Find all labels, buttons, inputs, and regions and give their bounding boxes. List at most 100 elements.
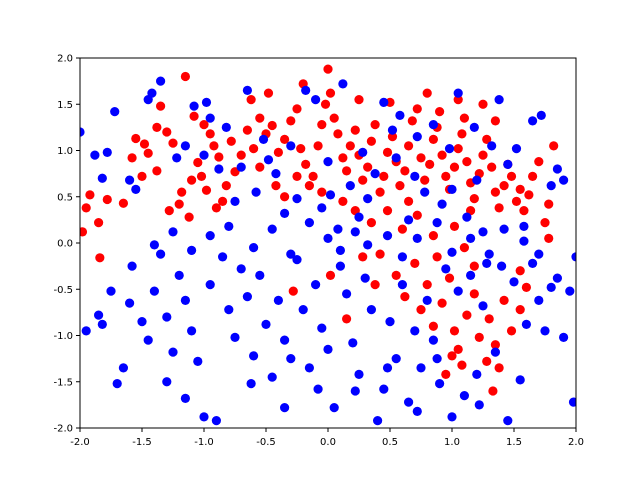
series-1-point: [428, 120, 438, 130]
series-0-point: [168, 138, 178, 148]
series-0-point: [515, 266, 525, 276]
series-0-point: [506, 171, 517, 181]
series-1-point: [559, 332, 569, 342]
series-0-point: [478, 150, 488, 160]
series-0-point: [375, 249, 385, 259]
series-0-point: [544, 199, 554, 209]
series-0-point: [387, 132, 398, 142]
series-0-point: [85, 190, 95, 200]
series-0-point: [280, 134, 290, 144]
series-1-point: [546, 181, 556, 191]
series-1-point: [292, 255, 302, 265]
x-tick-label: -1.0: [194, 437, 214, 448]
series-1-point: [193, 356, 203, 366]
series-0-point: [549, 141, 559, 151]
series-1-point: [236, 162, 246, 172]
series-1-point: [335, 261, 345, 271]
series-0-point: [174, 199, 184, 209]
series-0-point: [292, 104, 302, 114]
series-1-point: [382, 231, 393, 241]
series-1-point: [199, 150, 209, 160]
series-1-point: [354, 369, 364, 379]
series-0-point: [317, 187, 327, 197]
series-1-point: [379, 97, 389, 107]
series-0-point: [242, 125, 252, 135]
series-1-point: [515, 375, 525, 385]
y-tick-label: 0.5: [57, 192, 73, 203]
series-1-point: [534, 249, 544, 259]
series-0-point: [94, 218, 104, 228]
series-0-point: [199, 120, 209, 130]
y-tick-label: 2.0: [57, 54, 73, 65]
series-0-point: [494, 363, 504, 373]
series-0-point: [515, 184, 525, 194]
series-0-point: [280, 192, 290, 202]
series-1-point: [230, 332, 240, 342]
series-1-point: [410, 326, 420, 336]
series-1-point: [267, 224, 277, 234]
series-1-point: [286, 141, 296, 151]
series-1-point: [230, 196, 240, 206]
series-1-point: [335, 245, 345, 255]
series-0-point: [201, 185, 212, 195]
series-0-point: [345, 141, 355, 151]
series-1-point: [174, 270, 184, 280]
series-1-point: [156, 249, 166, 259]
series-1-point: [267, 372, 277, 382]
series-1-point: [552, 164, 563, 174]
series-1-point: [273, 295, 283, 305]
series-0-point: [428, 231, 438, 241]
series-1-point: [187, 326, 197, 336]
series-1-point: [127, 261, 137, 271]
series-1-point: [168, 227, 178, 237]
series-1-point: [242, 292, 252, 302]
series-1-point: [420, 187, 430, 197]
series-1-point: [280, 335, 290, 345]
series-1-point: [333, 224, 343, 234]
series-0-point: [444, 273, 455, 283]
series-1-point: [323, 233, 333, 243]
series-0-point: [482, 134, 492, 144]
series-0-point: [366, 218, 376, 228]
series-0-point: [488, 386, 498, 396]
series-1-point: [205, 113, 215, 123]
series-1-point: [358, 147, 368, 157]
x-tick-label: -2.0: [70, 437, 90, 448]
series-0-point: [358, 252, 368, 262]
series-0-point: [400, 166, 410, 176]
series-1-point: [494, 95, 504, 105]
series-0-point: [487, 162, 497, 172]
series-1-point: [199, 412, 209, 422]
series-1-point: [304, 218, 314, 228]
x-tick-label: -0.5: [256, 437, 276, 448]
series-1-point: [571, 252, 576, 262]
series-1-point: [271, 169, 281, 179]
series-1-point: [97, 319, 107, 329]
series-1-point: [292, 194, 302, 204]
series-0-point: [342, 314, 352, 324]
series-0-point: [395, 181, 405, 191]
series-0-point: [205, 129, 215, 139]
series-1-point: [395, 110, 405, 120]
series-0-point: [425, 159, 435, 169]
series-0-point: [519, 206, 529, 216]
series-1-point: [81, 326, 91, 336]
series-0-point: [490, 340, 500, 350]
series-1-point: [462, 212, 472, 222]
series-0-point: [494, 203, 504, 213]
series-1-point: [112, 379, 122, 389]
series-1-point: [397, 280, 407, 290]
series-0-point: [422, 280, 432, 290]
series-0-point: [273, 147, 283, 157]
series-0-point: [400, 292, 410, 302]
series-0-point: [255, 162, 265, 172]
series-1-point: [391, 354, 401, 364]
series-1-point: [304, 363, 314, 373]
series-1-point: [180, 295, 190, 305]
series-0-point: [214, 152, 224, 162]
series-1-point: [509, 277, 519, 287]
series-1-point: [189, 101, 199, 111]
series-0-point: [164, 206, 174, 216]
series-0-point: [416, 305, 426, 315]
